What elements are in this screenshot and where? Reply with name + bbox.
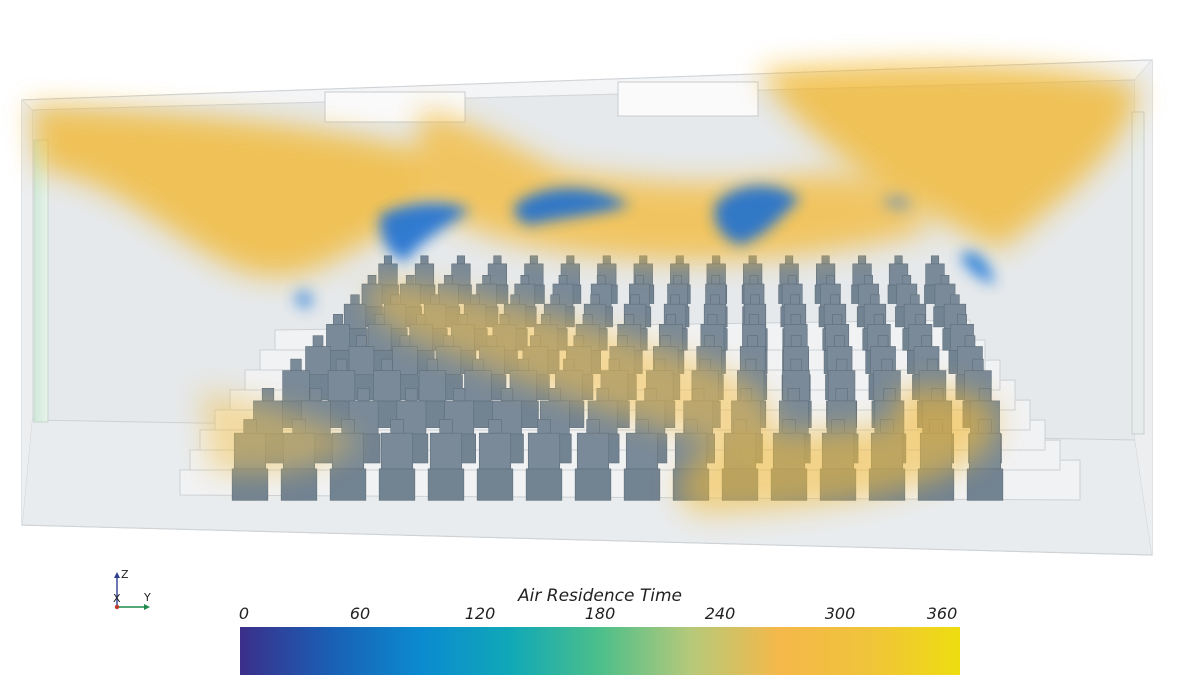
occupant-figure xyxy=(326,358,357,428)
colorbar xyxy=(240,627,960,675)
occupant-figure xyxy=(525,419,563,501)
colorbar-tick-label: 120 xyxy=(464,604,496,623)
colorbar-tick-label: 0 xyxy=(238,604,250,623)
occupant-figure xyxy=(623,419,661,501)
cfd-room-scene xyxy=(20,59,1154,556)
colorbar-tick-label: 180 xyxy=(584,604,616,623)
colorbar-tick-label: 300 xyxy=(824,604,856,623)
air-plumes xyxy=(30,64,1140,515)
colorbar-tick-label: 240 xyxy=(704,604,736,623)
z-axis-arrow xyxy=(114,572,120,578)
occupant-figure xyxy=(378,419,416,501)
occupant-figure xyxy=(476,419,514,501)
colorbar-ticks: 0 60 120 180 240 300 360 xyxy=(238,604,960,624)
z-axis-label: Z xyxy=(121,568,129,581)
y-axis-arrow xyxy=(144,604,150,610)
colorbar-title: Air Residence Time xyxy=(518,586,682,606)
occupant-figure xyxy=(574,419,612,501)
occupant-figure xyxy=(427,419,465,501)
colorbar-tick-label: 360 xyxy=(926,604,958,623)
y-axis-label: Y xyxy=(143,591,151,604)
axes-triad: Z X Y xyxy=(113,568,151,610)
x-axis-label: X xyxy=(113,592,121,605)
colorbar-gradient xyxy=(240,627,960,675)
x-axis-dot xyxy=(114,604,120,610)
colorbar-tick-label: 60 xyxy=(349,604,371,623)
